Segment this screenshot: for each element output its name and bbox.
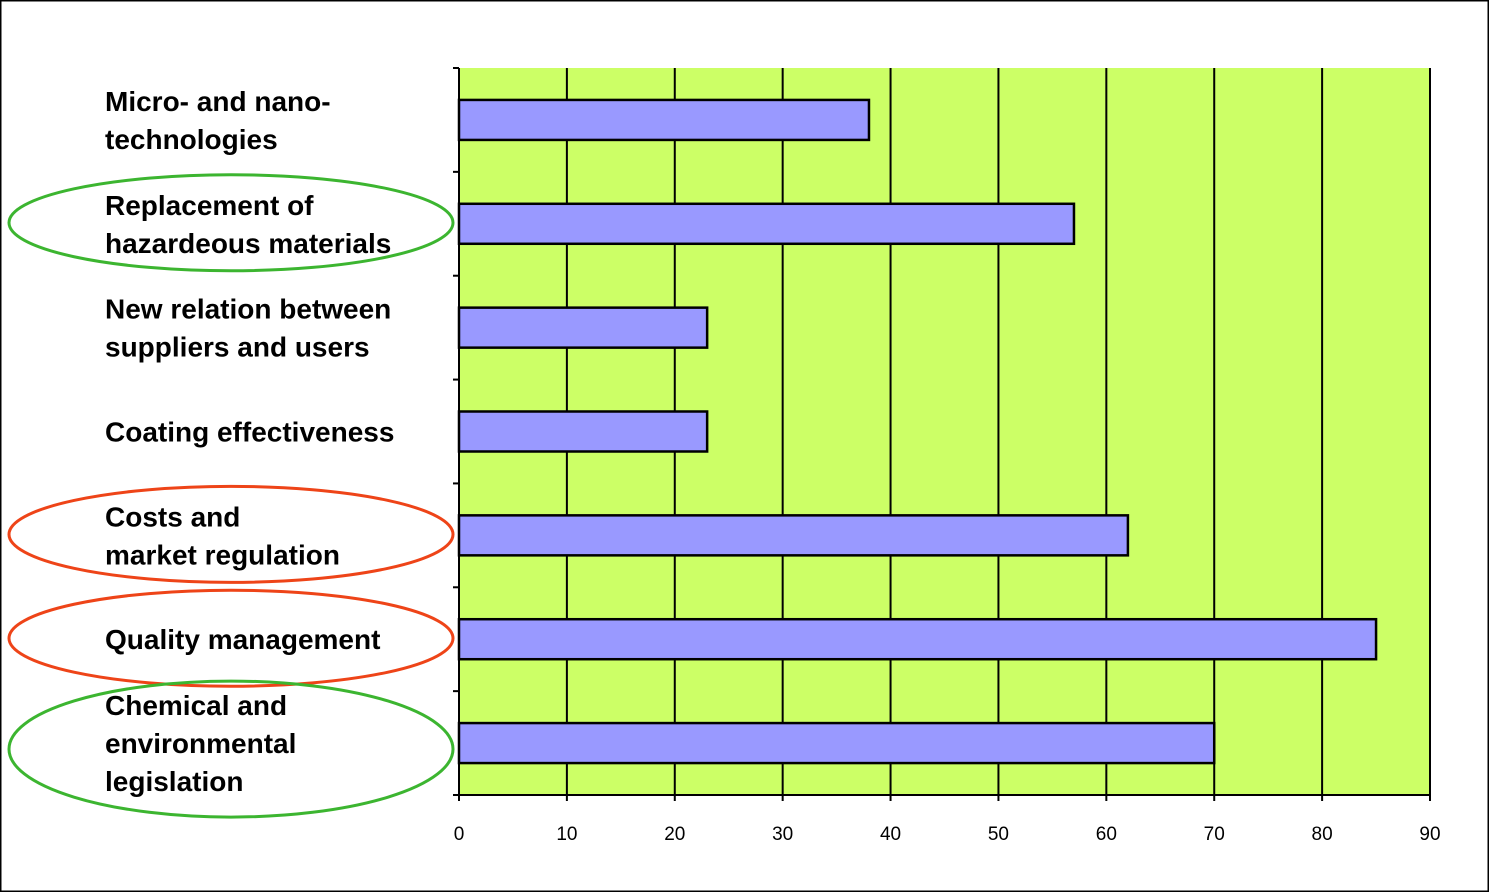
bar (457, 617, 1378, 661)
bar (457, 306, 709, 349)
category-label: Quality management (105, 624, 380, 655)
category-label: Costs and market regulation (105, 501, 340, 570)
x-tick-label: 60 (1096, 824, 1117, 845)
bar (457, 202, 1076, 246)
category-label: Chemical and environmental legislation (105, 690, 296, 797)
axes (453, 67, 1431, 801)
highlight-ellipse (7, 173, 455, 273)
gridlines (565, 68, 1431, 795)
category-label: Coating effectiveness (105, 417, 394, 448)
x-tick-label: 80 (1312, 824, 1333, 845)
highlight-ellipse (7, 484, 455, 584)
highlight-ellipses (7, 173, 455, 819)
bar (457, 98, 871, 142)
highlight-ellipse (7, 588, 455, 688)
x-tick-labels: 0 10 20 30 40 50 60 70 80 90 (454, 824, 1441, 845)
category-label: Micro- and nano-technologies (105, 86, 331, 155)
category-label: Replacement of hazardeous materials (105, 190, 391, 259)
x-tick-label: 10 (556, 824, 577, 845)
bar (457, 410, 709, 453)
x-tick-label: 70 (1204, 824, 1225, 845)
x-tick-label: 20 (664, 824, 685, 845)
category-labels: Micro- and nano-technologies Replacement … (105, 86, 394, 797)
x-tick-label: 40 (880, 824, 901, 845)
x-tick-label: 50 (988, 824, 1009, 845)
x-tick-label: 0 (454, 824, 465, 845)
x-tick-label: 90 (1419, 824, 1440, 845)
highlight-ellipse (7, 679, 455, 819)
x-tick-label: 30 (772, 824, 793, 845)
bar (457, 721, 1216, 765)
bars (457, 98, 1378, 765)
category-label: New relation between suppliers and users (105, 294, 391, 363)
bar (457, 514, 1130, 557)
